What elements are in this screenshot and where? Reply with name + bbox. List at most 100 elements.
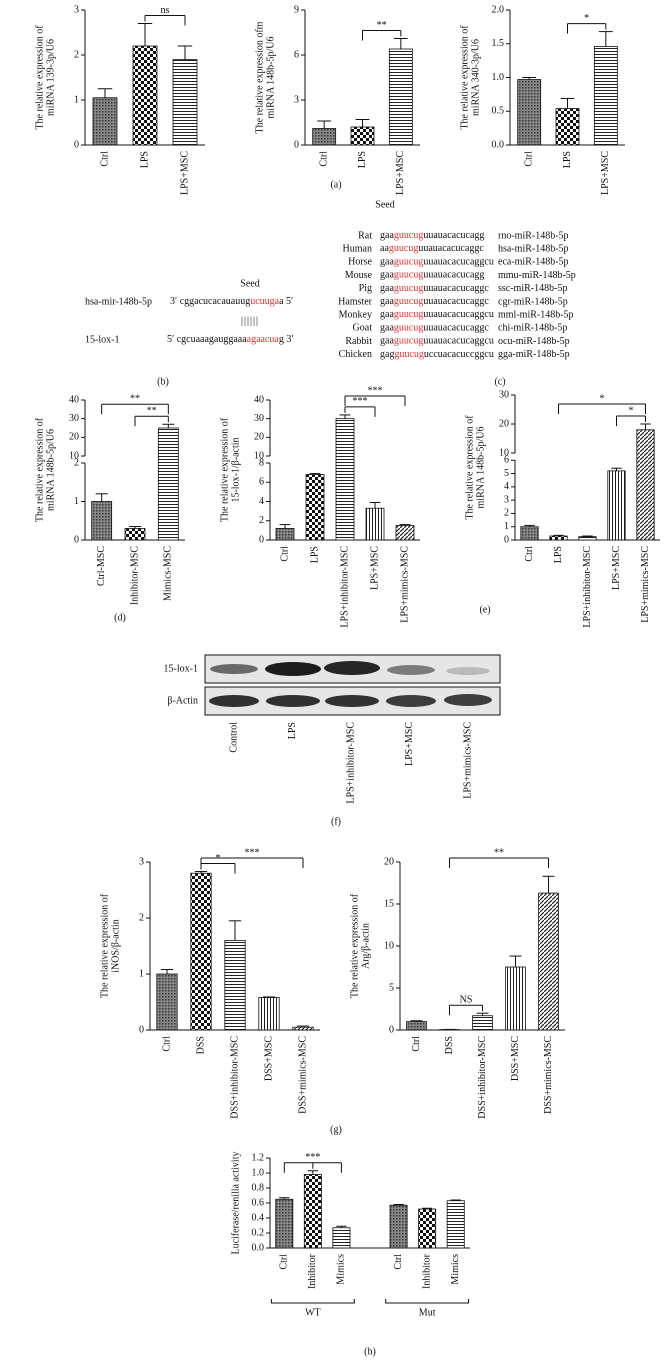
y-tick-label: 0.0	[492, 139, 505, 150]
band	[444, 694, 492, 706]
species: Goat	[353, 323, 373, 334]
group-label: Mut	[419, 1307, 436, 1318]
significance-label: **	[147, 406, 157, 417]
significance-label: ***	[245, 847, 260, 858]
y-tick-label: 1.0	[492, 72, 505, 83]
mirna-id: ssc-miR-148b-5p	[498, 283, 567, 294]
pairing: ||||||	[241, 315, 259, 326]
sequence-part: uuauacacucaggc	[418, 243, 484, 254]
group-bracket	[385, 1299, 470, 1304]
bar	[418, 1208, 437, 1249]
y-tick-label: 40	[254, 394, 264, 405]
significance-label: NS	[460, 994, 473, 1005]
x-tick-label: Inhibitor-MSC	[129, 546, 140, 606]
sequence: gaaguucuguuauacacucaggc	[380, 323, 489, 334]
bar	[303, 1174, 322, 1249]
y-tick-label: 15	[384, 898, 394, 909]
bar	[388, 48, 413, 146]
x-tick-label: LPS+MSC	[611, 546, 622, 590]
y-tick-label: 10	[254, 450, 264, 461]
bar	[275, 1198, 294, 1249]
y-tick-label: 0	[259, 534, 264, 545]
y-tick-label: 10	[384, 940, 394, 951]
bar	[538, 892, 559, 1031]
x-tick-label: DSS+inhibitor-MSC	[229, 1036, 240, 1119]
y-tick-label: 0.8	[252, 1182, 265, 1193]
sequence: gaaguucuguuauacacucagg	[380, 230, 484, 241]
bar	[446, 1200, 465, 1249]
bar	[92, 97, 118, 146]
x-tick-label: Ctrl	[524, 546, 535, 562]
band	[266, 695, 320, 707]
y-tick-label: 30	[499, 389, 509, 400]
y-tick-label: 3	[139, 856, 144, 867]
y-axis-label: miRNA 340-3p/U6	[470, 39, 481, 116]
sequence-part: uuauacacucaggcu	[423, 336, 494, 347]
y-tick-label: 2	[139, 912, 144, 923]
y-tick-label: 30	[69, 413, 79, 424]
x-tick-label: Ctrl	[279, 546, 290, 562]
blot-lane-label: LPS	[287, 722, 298, 739]
bar	[555, 108, 580, 146]
species: Monkey	[339, 309, 372, 320]
sequence: 5′ cgcuaaagauggaaaagaacuag 3′	[167, 334, 294, 345]
band	[210, 664, 258, 674]
sequence: gaaguucuguuauacacucaggcu	[380, 309, 494, 320]
y-tick-label: 9	[294, 4, 299, 15]
sequence-part: gaa	[380, 270, 394, 281]
blot-lane-label: LPS+inhibitor-MSC	[345, 722, 356, 804]
x-tick-label: DSS+inhibitor-MSC	[477, 1036, 488, 1119]
significance-label: ***	[353, 396, 368, 407]
bar	[258, 997, 280, 1031]
x-tick-label: LPS+MSC	[600, 151, 611, 195]
western-blot	[204, 654, 501, 716]
y-tick-label: 0	[389, 1024, 394, 1035]
sequence-name: 15-lox-1	[85, 334, 119, 345]
blot-lane-label: LPS+mimics-MSC	[462, 722, 473, 799]
band	[324, 661, 380, 675]
sequence-name: hsa-mir-148b-5p	[85, 296, 152, 307]
sequence-part: guucug	[394, 349, 423, 360]
x-tick-label: LPS+MSC	[369, 546, 380, 590]
sequence-part: guucug	[394, 309, 423, 320]
y-tick-label: 0.6	[252, 1197, 265, 1208]
x-tick-label: DSS	[444, 1036, 455, 1054]
y-tick-label: 4	[259, 496, 264, 507]
x-tick-label: LPS+mimics-MSC	[640, 546, 651, 623]
sequence: gaaguucuguuauacacucaggcu	[380, 257, 494, 268]
sequence-part: uuauacacucaggc	[423, 283, 489, 294]
bar	[332, 1227, 351, 1249]
panel-label: (d)	[114, 612, 126, 623]
bar	[190, 872, 212, 1031]
species: Human	[343, 243, 372, 254]
x-tick-label: DSS+MSC	[263, 1036, 274, 1081]
bar	[636, 429, 655, 541]
y-tick-label: 30	[254, 413, 264, 424]
bar	[91, 501, 113, 541]
x-tick-label: LPS	[553, 546, 564, 563]
sequence-part: gaa	[380, 336, 394, 347]
sequence-part: gaa	[380, 309, 394, 320]
sequence-part: a 5′	[279, 296, 293, 307]
blot-lane-label: LPS+MSC	[404, 722, 415, 766]
sequence-part: ucuuga	[250, 296, 279, 307]
y-tick-label: 1	[74, 496, 79, 507]
y-axis-label: The relative expression of	[34, 25, 45, 130]
x-tick-label: Ctrl	[523, 151, 534, 167]
bar	[350, 126, 375, 146]
sequence: gaaguucuguuauacacucaggc	[380, 296, 489, 307]
significance-label: **	[377, 20, 387, 31]
sequence-part: gaa	[380, 296, 394, 307]
x-tick-label: DSS+mimics-MSC	[543, 1036, 554, 1114]
y-tick-label: 6	[259, 477, 264, 488]
sequence-part: uuauacacucaggc	[423, 296, 489, 307]
significance-label: ns	[161, 5, 170, 16]
group-label: WT	[305, 1307, 321, 1318]
significance-label: *	[584, 13, 589, 24]
y-tick-label: 3	[504, 494, 509, 505]
y-tick-label: 0	[74, 139, 79, 150]
sequence: gaaguucuguuauacacucaggc	[380, 283, 489, 294]
y-axis-label: iNOS/β-actin	[110, 919, 121, 972]
significance-label: *	[629, 405, 634, 416]
mirna-id: chi-miR-148b-5p	[498, 323, 567, 334]
